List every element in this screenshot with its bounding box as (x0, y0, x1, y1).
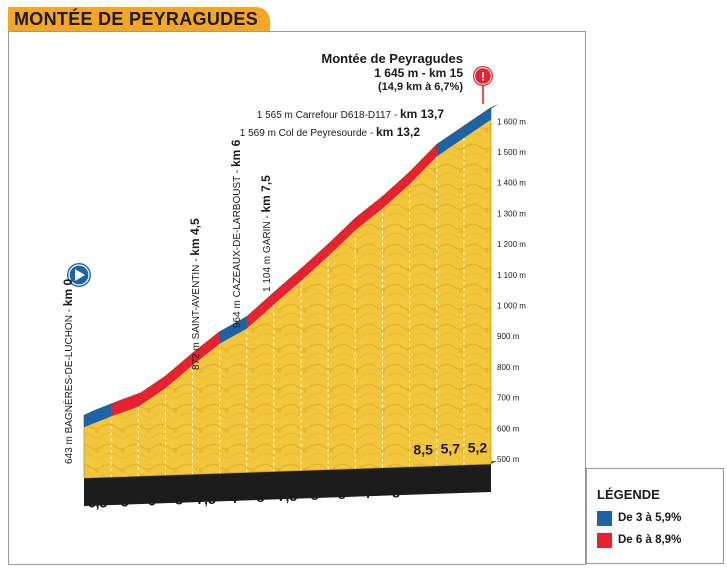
gradient-label: 8 (311, 487, 319, 503)
km-tick-label: 3 (162, 505, 169, 519)
legend-title: LÉGENDE (597, 487, 660, 502)
summit-name: Montée de Peyragudes (321, 51, 463, 66)
gradient-label: 8 (392, 484, 400, 500)
gradient-road (83, 103, 499, 428)
km-tick-label: 7 (271, 501, 278, 515)
annotation-cazeaux: 964 m CAZEAUX-DE-LARBOUST - km 6 (229, 139, 243, 328)
altitude-tick-label: 500 m (497, 455, 520, 464)
gradient-label: 3 (121, 494, 129, 510)
altitude-tick-label: 1 400 m (497, 179, 526, 188)
annotation-carrefour: 1 565 m Carrefour D618-D117 - km 13,7 (257, 107, 445, 121)
altitude-tick-label: 800 m (497, 363, 520, 372)
altitude-tick-label: 1 300 m (497, 209, 526, 218)
km-tick-label: 11 (376, 498, 389, 512)
altitude-tick-label: 1 500 m (497, 148, 526, 157)
km-tick-label: 4 (189, 504, 196, 518)
road-top-moderate (84, 400, 120, 416)
legend-label-moderate: De 3 à 5,9% (618, 512, 682, 524)
legend-item-steep: De 6 à 8,9% (597, 533, 681, 549)
km-tick-label: 1 (108, 507, 115, 521)
km-tick-label: 2 (135, 506, 142, 520)
altitude-axis: 500 m 600 m 700 m 800 m 900 m 1 000 m 1 100 m 1… (497, 117, 526, 464)
km-axis: 1 2 3 4 5 6 7 8 9 10 11 12 13 14 (108, 495, 471, 521)
altitude-tick-label: 1 000 m (497, 302, 526, 311)
gradient-label: 8 (175, 492, 183, 508)
gradient-label: 7,5 (278, 488, 298, 504)
legend-swatch-moderate (597, 511, 612, 526)
chart-frame (8, 31, 586, 565)
altitude-tick-label: 900 m (497, 332, 520, 341)
gradient-label: 5,7 (441, 440, 461, 456)
altitude-tick-label: 600 m (497, 424, 520, 433)
gradient-label: 4 (229, 490, 237, 506)
altitude-tick-label: 1 100 m (497, 271, 526, 280)
gradient-label: 5,2 (468, 439, 488, 455)
legend-swatch-steep (597, 533, 612, 548)
road-segment-moderate (463, 107, 492, 139)
km-tick-label: 13 (430, 496, 444, 510)
road-top-steep (111, 390, 147, 405)
gradient-label: 8,5 (413, 441, 433, 457)
gradient-label: 7,5 (196, 491, 216, 507)
km-tick-label: 8 (298, 501, 305, 515)
gradient-labels: 6,5 3 6 8 7,5 4 8 7,5 8 8 7 8 8,5 5,7 5,2 (88, 439, 488, 510)
summit-flag-icon: ! (473, 66, 493, 104)
gradient-label: 6,5 (88, 495, 108, 511)
summit-altitude: 1 645 m - km 15 (374, 66, 463, 80)
altitude-tick-label: 1 200 m (497, 240, 526, 249)
gradient-label: 8 (338, 486, 346, 502)
gradient-label: 8 (256, 489, 264, 505)
svg-text:!: ! (481, 70, 485, 84)
legend: LÉGENDE De 3 à 5,9% De 6 à 8,9% (586, 468, 724, 564)
km-tick-label: 9 (325, 500, 332, 514)
km-dividers (110, 131, 465, 478)
summit-detail: (14,9 km à 6,7%) (378, 81, 463, 93)
km-tick-label: 5 (216, 503, 223, 517)
annotation-col-peyresourde: 1 569 m Col de Peyresourde - km 13,2 (240, 125, 421, 139)
km-tick-label: 6 (243, 502, 250, 516)
km-tick-label: 14 (457, 495, 471, 509)
legend-item-moderate: De 3 à 5,9% (597, 511, 681, 527)
start-arrow-icon (67, 263, 91, 287)
page-title: MONTÉE DE PEYRAGUDES (8, 7, 270, 31)
gradient-label: 7 (365, 485, 373, 501)
annotation-garin: 1 104 m GARIN - km 7,5 (259, 175, 273, 292)
altitude-tick-label: 700 m (497, 394, 520, 403)
legend-label-steep: De 6 à 8,9% (618, 534, 682, 546)
annotation-luchon: 643 m BAGNÈRES-DE-LUCHON - km 0 (61, 279, 75, 464)
altitude-tick-label: 1 600 m (497, 117, 526, 126)
gradient-label: 6 (148, 493, 156, 509)
km-tick-label: 12 (403, 497, 417, 511)
annotation-saint-aventin: 872 m SAINT-AVENTIN - km 4,5 (188, 218, 202, 370)
km-tick-label: 10 (349, 499, 363, 513)
